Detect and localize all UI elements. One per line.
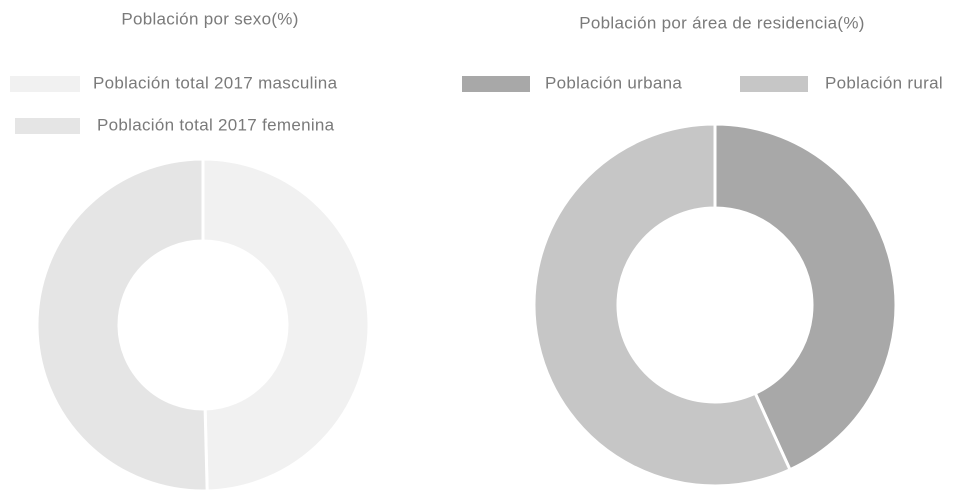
legend-swatch: [15, 118, 80, 134]
legend-swatch: [10, 76, 80, 92]
legend-label: Población urbana: [545, 73, 682, 92]
donut-segment: [532, 122, 792, 488]
chart-title: Población por área de residencia(%): [579, 13, 865, 32]
donut-segment: [201, 157, 371, 491]
legend-label: Población total 2017 femenina: [97, 115, 335, 134]
donut-segment: [713, 122, 898, 472]
chart-title: Población por sexo(%): [121, 9, 298, 28]
donut-segment: [35, 157, 209, 491]
legend-swatch: [740, 76, 808, 92]
legend-label: Población rural: [825, 73, 943, 92]
legend-swatch: [462, 76, 530, 92]
legend-label: Población total 2017 masculina: [93, 73, 338, 92]
